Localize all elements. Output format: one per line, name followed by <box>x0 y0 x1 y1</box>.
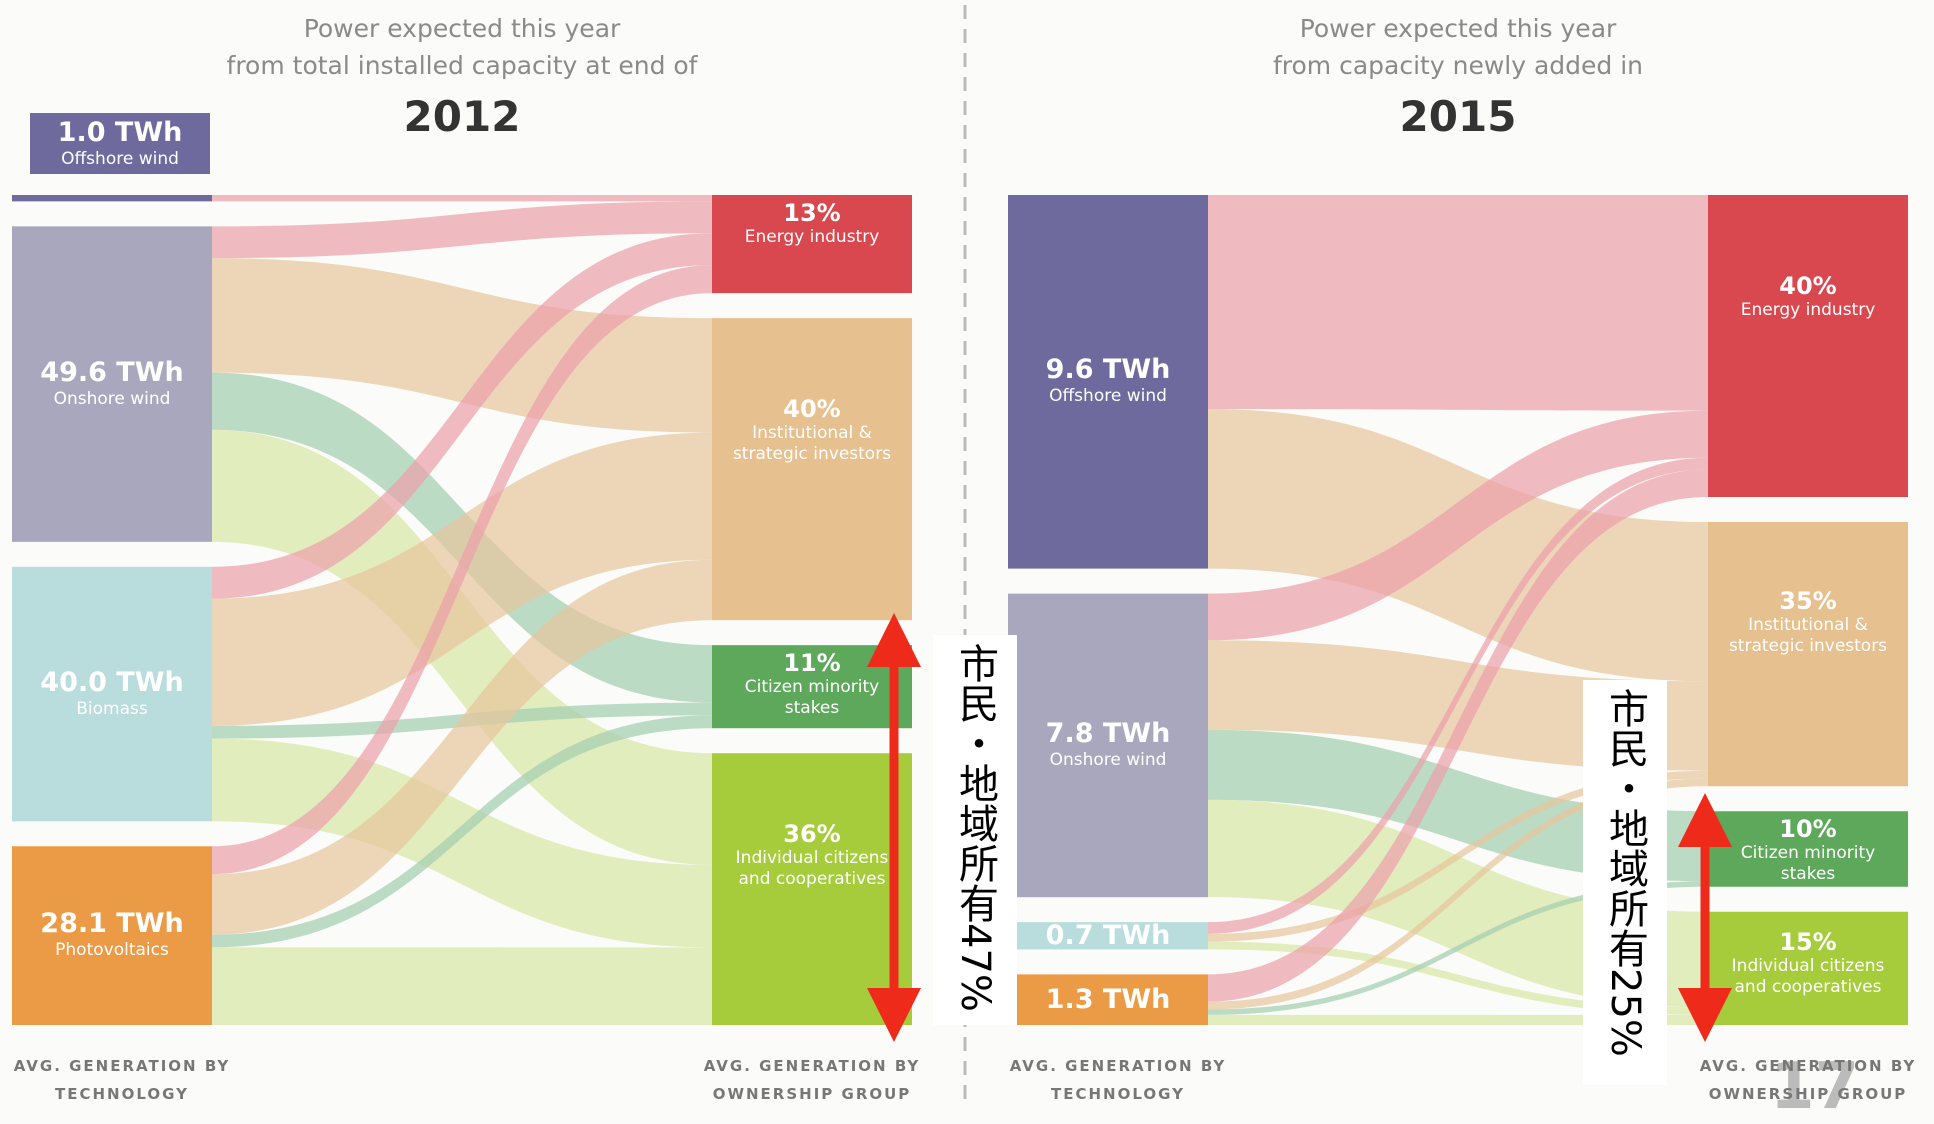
flow-link <box>212 195 712 202</box>
target-value: 36% <box>783 820 841 849</box>
target-label: 40% Energy industry <box>1716 272 1900 321</box>
target-value: 40% <box>783 394 841 423</box>
source-value: 49.6 TWh <box>40 356 184 388</box>
target-label: 40% Institutional & strategic investors <box>720 395 904 465</box>
target-node <box>712 195 912 294</box>
target-node <box>1708 522 1908 787</box>
target-label: 36% Individual citizens and cooperatives <box>720 820 904 890</box>
flow-link <box>212 201 712 259</box>
source-name: Onshore wind <box>53 388 171 409</box>
flow-link <box>1208 469 1708 1002</box>
target-node <box>1708 911 1908 1025</box>
target-name: Individual citizens and cooperatives <box>735 848 889 890</box>
source-value: 1.3 TWh <box>1045 983 1171 1015</box>
source-name: Biomass <box>76 698 148 719</box>
flow-link <box>1208 770 1708 942</box>
source-label: 0.7 TWh <box>1008 920 1208 952</box>
annotation: 市民・地域所有25% <box>1583 680 1667 1085</box>
target-name: Citizen minority stakes <box>744 677 880 719</box>
source-node <box>12 566 212 822</box>
flow-link <box>1208 778 1708 1010</box>
panel-title: from total installed capacity at end of <box>226 51 698 80</box>
source-node <box>1008 195 1208 569</box>
source-name: Offshore wind <box>1049 386 1167 407</box>
source-value: 7.8 TWh <box>1045 717 1171 749</box>
flow-link <box>212 559 712 935</box>
source-node <box>1008 922 1208 950</box>
source-label: 28.1 TWh Photovoltaics <box>12 908 212 961</box>
source-axis-label: AVG. GENERATION BY TECHNOLOGY <box>13 1057 231 1103</box>
panel-year: 2012 <box>403 92 521 141</box>
target-label: 10% Citizen minority stakes <box>1716 815 1900 885</box>
target-axis-label: AVG. GENERATION BY OWNERSHIP GROUP <box>703 1057 921 1103</box>
source-value: 40.0 TWh <box>40 666 184 698</box>
panel-title: Power expected this year <box>1299 14 1617 43</box>
source-label: 1.0 TWh Offshore wind <box>30 113 210 174</box>
panel-year: 2015 <box>1399 92 1517 141</box>
target-value: 13% <box>783 199 841 227</box>
source-label: 9.6 TWh Offshore wind <box>1008 354 1208 407</box>
target-label: 11% Citizen minority stakes <box>720 649 904 719</box>
source-node <box>1008 593 1208 898</box>
flow-link <box>212 715 712 948</box>
target-name: Individual citizens and cooperatives <box>1731 955 1885 997</box>
panel-title: Power expected this year <box>303 14 621 43</box>
source-node <box>12 846 212 1025</box>
source-name: Photovoltaics <box>55 940 169 961</box>
flow-link <box>212 233 712 599</box>
source-axis-label: AVG. GENERATION BY TECHNOLOGY <box>1009 1057 1227 1103</box>
target-name: Institutional & strategic investors <box>732 422 892 464</box>
source-label: 49.6 TWh Onshore wind <box>12 357 212 410</box>
annotation: 市民・地域所有47% <box>933 635 1017 1025</box>
target-label: 13% Energy industry <box>720 199 904 248</box>
target-node <box>1708 811 1908 887</box>
source-value: 28.1 TWh <box>40 908 184 940</box>
target-name: Institutional & strategic investors <box>1728 614 1888 656</box>
source-name: Onshore wind <box>1049 749 1167 770</box>
target-value: 15% <box>1779 927 1837 956</box>
source-label: 40.0 TWh Biomass <box>12 667 212 720</box>
source-label: 7.8 TWh Onshore wind <box>1008 718 1208 771</box>
source-node <box>12 195 212 202</box>
target-node <box>712 318 912 621</box>
target-name: Energy industry <box>1740 299 1876 320</box>
source-value: 0.7 TWh <box>1045 919 1171 951</box>
flow-link <box>212 265 712 875</box>
source-name: Offshore wind <box>61 149 179 169</box>
flow-link <box>1208 457 1708 934</box>
flow-link <box>1208 410 1708 641</box>
target-value: 35% <box>1779 586 1837 615</box>
target-value: 10% <box>1779 815 1837 844</box>
target-node <box>1708 195 1908 497</box>
target-label: 35% Institutional & strategic investors <box>1716 587 1900 657</box>
flow-link <box>212 258 712 433</box>
target-name: Citizen minority stakes <box>1740 843 1876 885</box>
source-value: 1.0 TWh <box>57 117 183 148</box>
target-value: 11% <box>783 649 841 678</box>
flow-link <box>1208 195 1708 411</box>
flow-link <box>1208 881 1708 1015</box>
target-value: 40% <box>1779 271 1837 300</box>
target-name: Energy industry <box>744 227 880 247</box>
target-label: 15% Individual citizens and cooperatives <box>1716 928 1900 998</box>
flow-link <box>212 947 712 1025</box>
flow-link <box>1208 941 1708 1016</box>
target-axis-label: AVG. GENERATION BY OWNERSHIP GROUP <box>1699 1057 1917 1103</box>
source-label: 1.3 TWh <box>1008 984 1208 1016</box>
panel-title: from capacity newly added in <box>1272 51 1644 80</box>
source-value: 9.6 TWh <box>1045 354 1171 386</box>
source-node <box>12 226 212 542</box>
source-node <box>1008 974 1208 1025</box>
